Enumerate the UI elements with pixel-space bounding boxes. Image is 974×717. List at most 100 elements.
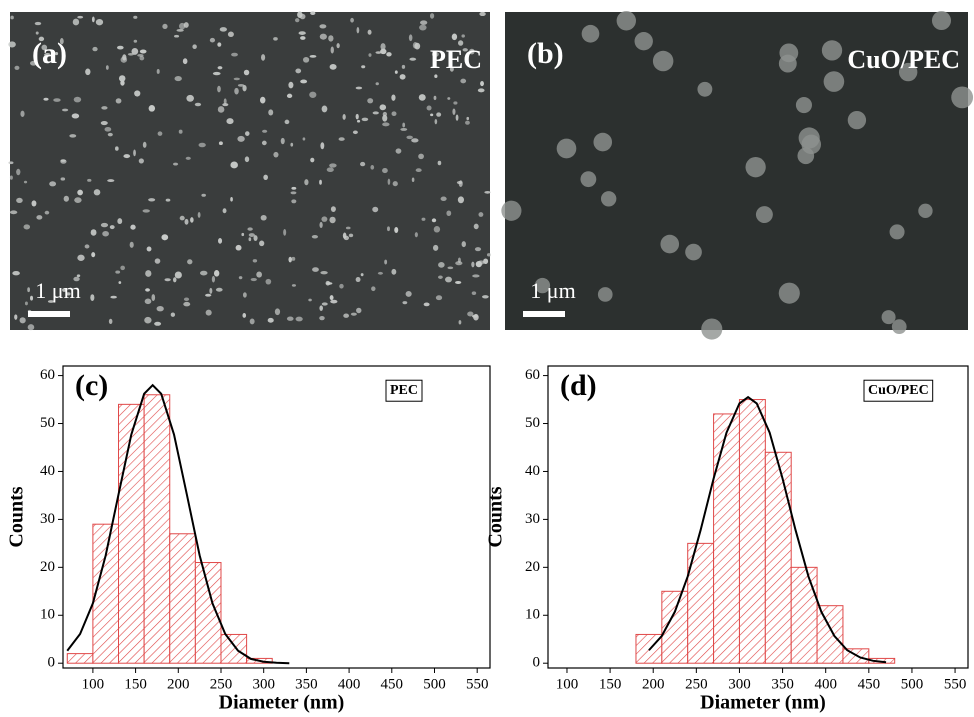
- particle: [823, 71, 845, 92]
- particle: [452, 108, 456, 115]
- particle: [148, 198, 156, 202]
- particle: [10, 15, 14, 20]
- sem-image: (a) PEC 1 μm: [8, 11, 492, 331]
- image-background: [505, 12, 968, 330]
- particle: [164, 278, 171, 282]
- particle: [465, 120, 470, 125]
- x-tick-label: 200: [642, 676, 665, 692]
- bar: [143, 394, 171, 664]
- particle: [329, 64, 337, 70]
- particle: [379, 104, 387, 111]
- particle: [312, 267, 319, 272]
- particle: [430, 113, 434, 117]
- particle: [330, 206, 336, 213]
- particle: [300, 36, 306, 40]
- particle: [319, 179, 322, 185]
- particle: [72, 18, 80, 26]
- particle: [471, 291, 477, 295]
- histogram-chart: CuO/PEC 100 150 200 250 300 350 400 450 500 550 0 10…: [485, 365, 969, 714]
- particle: [406, 135, 413, 140]
- y-tick-label: 20: [525, 559, 540, 575]
- histogram-chart: PEC 100 150 200 250 300 350 400 450 500 550 0 10 20 30…: [6, 365, 491, 714]
- x-tick-label: 150: [124, 676, 147, 692]
- particle: [350, 17, 354, 23]
- particle: [183, 22, 189, 28]
- particle: [73, 276, 80, 282]
- particle: [9, 175, 13, 180]
- particle: [400, 127, 408, 131]
- y-tick-label: 50: [40, 415, 55, 431]
- particle: [898, 62, 918, 82]
- particle: [286, 316, 294, 321]
- particle: [779, 43, 799, 63]
- particle: [222, 208, 227, 214]
- particle: [8, 41, 16, 48]
- particle: [291, 199, 297, 204]
- particle: [467, 311, 474, 317]
- particle: [889, 224, 905, 240]
- x-tick-label: 100: [82, 676, 105, 692]
- particle: [233, 77, 240, 81]
- particle: [95, 18, 104, 26]
- particle: [174, 34, 180, 38]
- particle: [69, 134, 77, 138]
- x-axis-title: Diameter (nm): [700, 692, 826, 714]
- fit-curve: [648, 395, 887, 664]
- bar: [738, 399, 766, 664]
- particle: [217, 66, 223, 70]
- particle: [394, 226, 399, 234]
- bar: [92, 523, 120, 664]
- particle: [217, 106, 225, 113]
- y-tick-label: 50: [525, 415, 540, 431]
- particle: [321, 216, 328, 222]
- particle: [77, 15, 84, 19]
- particle: [652, 50, 674, 72]
- particle: [205, 309, 212, 316]
- particle: [288, 256, 292, 263]
- particle: [402, 122, 406, 128]
- particle: [478, 212, 484, 217]
- particle: [391, 268, 397, 275]
- particle: [27, 324, 35, 331]
- particle: [148, 104, 156, 112]
- particle: [343, 313, 350, 318]
- particle: [260, 96, 266, 104]
- particle: [194, 102, 202, 107]
- particle: [382, 168, 388, 174]
- particle: [419, 24, 427, 31]
- panel-label: (c): [75, 369, 108, 402]
- particle: [368, 53, 372, 57]
- particle: [118, 75, 126, 82]
- particle: [248, 237, 252, 242]
- particle: [230, 196, 233, 202]
- sem-image: (b) CuO/PEC 1 μm: [501, 10, 974, 340]
- particle: [345, 226, 351, 230]
- particle: [311, 235, 319, 239]
- particle: [77, 254, 85, 261]
- particle: [457, 257, 461, 264]
- particle: [556, 138, 577, 159]
- particle: [745, 157, 766, 178]
- particle: [30, 60, 37, 66]
- particle: [391, 94, 396, 101]
- particle: [91, 252, 96, 258]
- particle: [200, 270, 208, 276]
- particle: [310, 157, 315, 163]
- particle: [418, 94, 426, 101]
- particle: [12, 270, 20, 276]
- particle: [597, 287, 613, 302]
- particle: [616, 11, 636, 31]
- particle: [367, 29, 372, 35]
- bar: [66, 653, 94, 664]
- particle: [460, 78, 467, 84]
- particle: [145, 270, 152, 277]
- particle: [118, 281, 122, 284]
- particle: [697, 81, 713, 97]
- particle: [435, 295, 443, 301]
- particle: [302, 137, 306, 141]
- particle: [205, 293, 212, 297]
- particle: [382, 122, 390, 127]
- particle: [138, 158, 144, 164]
- particle: [461, 34, 465, 38]
- particle: [242, 313, 247, 318]
